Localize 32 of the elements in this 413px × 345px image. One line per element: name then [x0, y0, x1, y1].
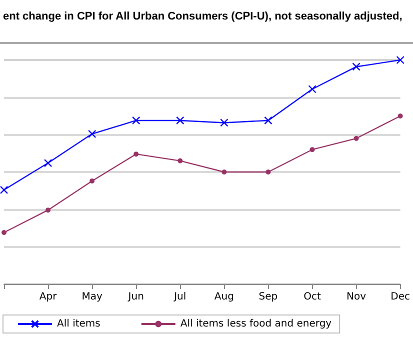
x-tick-label: Aug — [214, 292, 234, 302]
point — [264, 116, 272, 125]
point — [178, 158, 183, 164]
x-tick-label: Jun — [127, 292, 144, 302]
point — [2, 230, 6, 235]
x-tick-label: Jul — [173, 292, 186, 302]
point — [398, 114, 403, 118]
x-tick-label: May — [82, 292, 102, 302]
point — [90, 178, 95, 184]
point — [176, 116, 184, 125]
legend-label: All items less food and energy — [180, 318, 332, 330]
x-tick-label: Dec — [390, 292, 410, 302]
point — [220, 118, 228, 127]
chart-title: ent change in CPI for All Urban Consumers (CPI-U), not seasonally adjusted, — [3, 10, 402, 22]
point — [266, 170, 271, 174]
point — [46, 208, 51, 213]
legend-label: All items — [57, 318, 100, 330]
point — [44, 158, 52, 168]
x-tick-label: Nov — [346, 292, 366, 302]
x-tick-label: Apr — [39, 292, 58, 302]
x-tick-label: Sep — [258, 292, 278, 302]
point — [134, 152, 139, 157]
point — [222, 170, 227, 174]
point — [352, 62, 360, 71]
point — [88, 130, 96, 138]
x-tick-label: Oct — [304, 292, 321, 302]
point — [310, 147, 315, 152]
point — [132, 116, 140, 125]
point — [396, 56, 404, 64]
point — [354, 136, 359, 141]
point — [0, 186, 8, 194]
point — [308, 85, 316, 94]
